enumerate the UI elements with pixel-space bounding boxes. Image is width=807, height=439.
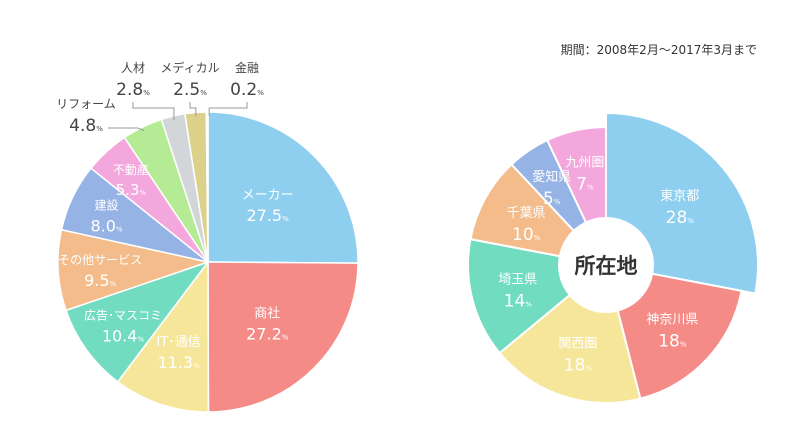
- industry-slice-label: 広告･マスコミ: [84, 309, 162, 323]
- location-slice-value: 5%: [543, 189, 561, 209]
- location-slice-value: 18%: [658, 331, 687, 351]
- location-slice-label: 東京都: [660, 188, 699, 204]
- industry-slice: [207, 111, 359, 264]
- industry-slice-label: 商社: [254, 306, 280, 322]
- industry-slice: [205, 111, 209, 263]
- industry-slice-value: 9.5%: [84, 271, 116, 290]
- location-pie-chart: 所在地 東京都 28% 神奈川県 18% 関西圏 18% 埼玉県 14% 千葉県 10% 愛知県 5% 九…: [467, 111, 759, 404]
- industry-slice-label: メーカー: [242, 188, 294, 203]
- industry-slice-label: IT･通信: [156, 335, 200, 350]
- location-slice-value: 14%: [504, 292, 533, 312]
- location-center-title: 所在地: [575, 254, 638, 278]
- industry-slice-value: 27.5%: [246, 206, 289, 225]
- industry-slice-value: 0.2%: [230, 80, 264, 100]
- industry-slice-value: 2.5%: [173, 80, 207, 100]
- location-slice-label: 愛知県: [532, 169, 571, 185]
- industry-leader-line: [189, 102, 197, 117]
- location-slice-label: 千葉県: [507, 206, 546, 221]
- location-slice-value: 28%: [666, 208, 695, 228]
- industry-slice-value: 5.3%: [116, 181, 147, 199]
- industry-slice-value: 8.0%: [90, 216, 122, 235]
- period-note: 期間：2008年2月～2017年3月まで: [561, 43, 757, 57]
- location-slice-label: 九州圏: [565, 156, 604, 171]
- industry-slice-value: 11.3%: [157, 353, 200, 372]
- industry-slice: [65, 260, 211, 383]
- location-slice-value: 10%: [512, 225, 541, 245]
- industry-slice-label: 金融: [235, 60, 259, 75]
- industry-slice: [116, 259, 210, 413]
- industry-slice-label: リフォーム: [56, 97, 116, 111]
- industry-slice-label: その他サービス: [58, 253, 142, 267]
- industry-slice-value: 10.4%: [102, 327, 145, 346]
- industry-slice: [207, 261, 359, 413]
- industry-slice-label: 人材: [121, 61, 145, 75]
- industry-pie-chart: メーカー 27.5% 商社 27.2% IT･通信 11.3% 広告･マスコミ 10.4% その…: [56, 60, 359, 413]
- location-slice-value: 18%: [564, 356, 593, 376]
- industry-slice-label: メディカル: [160, 60, 219, 75]
- location-slice-label: 埼玉県: [498, 273, 537, 288]
- industry-leader-line: [108, 127, 145, 132]
- industry-slice-value: 4.8%: [69, 116, 103, 136]
- industry-leader-line: [132, 102, 175, 121]
- industry-slice-value: 2.8%: [116, 80, 150, 100]
- location-donut-hole: [558, 217, 654, 313]
- industry-slice-label: 不動産: [113, 162, 149, 177]
- location-slice-label: 神奈川県: [646, 312, 698, 327]
- industry-leader-line: [208, 102, 248, 117]
- industry-slice-value: 27.2%: [246, 325, 289, 344]
- location-slice-label: 関西圏: [558, 337, 597, 352]
- industry-slice-label: 建設: [95, 197, 119, 212]
- location-slice-value: 7%: [576, 175, 594, 195]
- industry-slice: [57, 228, 211, 312]
